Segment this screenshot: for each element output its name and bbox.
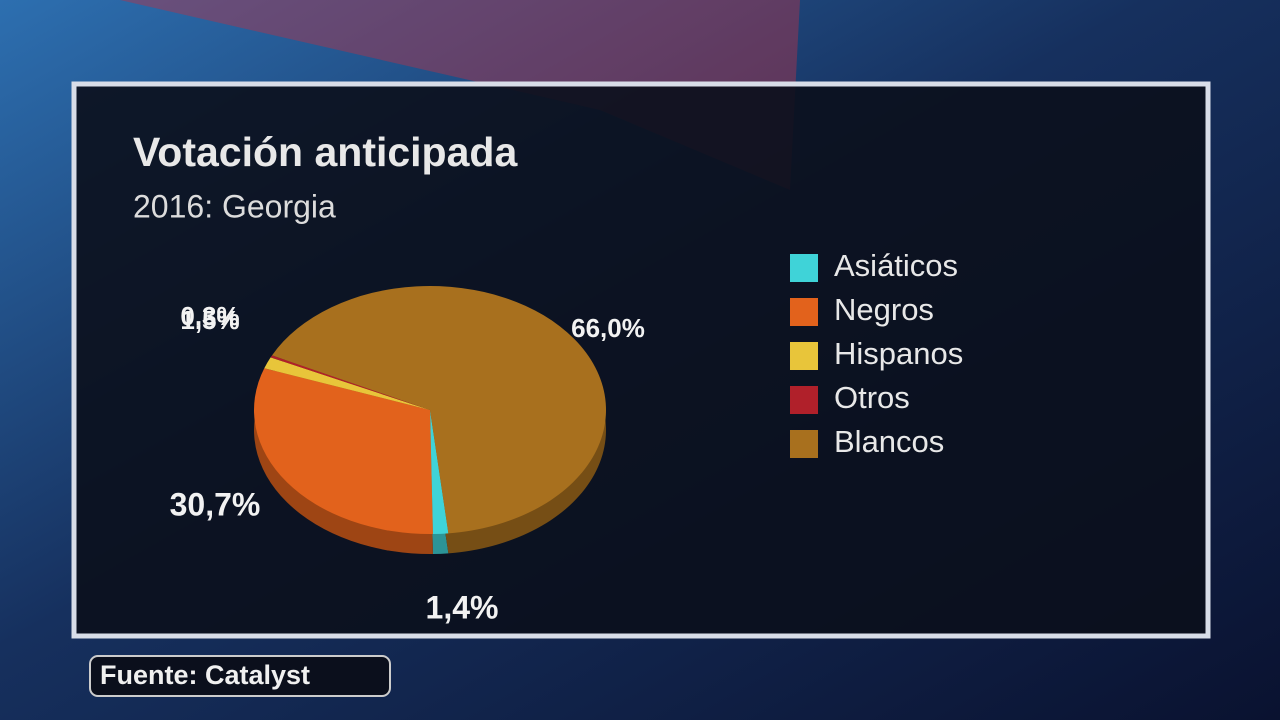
legend-swatch: [790, 386, 818, 414]
legend-label: Negros: [834, 292, 934, 327]
legend-label: Hispanos: [834, 336, 963, 371]
chart-title: Votación anticipada: [133, 129, 518, 175]
data-label: 1,5%: [180, 305, 239, 335]
slice: [253, 368, 433, 534]
legend-swatch: [790, 298, 818, 326]
data-label: 1,4%: [426, 589, 499, 625]
slice: [270, 355, 430, 410]
legend-label: Asiáticos: [834, 248, 958, 283]
data-label: 0,3%: [180, 301, 239, 331]
slice: [272, 285, 607, 534]
source-box: [89, 655, 391, 697]
pie: [253, 285, 607, 554]
legend-swatch: [790, 342, 818, 370]
chart-subtitle: 2016: Georgia: [133, 188, 336, 224]
source: Fuente: Catalyst: [100, 660, 310, 690]
slice: [264, 357, 430, 410]
legend-label: Blancos: [834, 424, 944, 459]
data-label: 66,0%: [571, 313, 645, 343]
panel: [71, 81, 1211, 639]
data-label: 30,7%: [170, 486, 261, 522]
legend-label: Otros: [834, 380, 910, 415]
legend-swatch: [790, 430, 818, 458]
backdrop-shape: [120, 0, 800, 190]
legend-swatch: [790, 254, 818, 282]
slice: [430, 410, 449, 534]
